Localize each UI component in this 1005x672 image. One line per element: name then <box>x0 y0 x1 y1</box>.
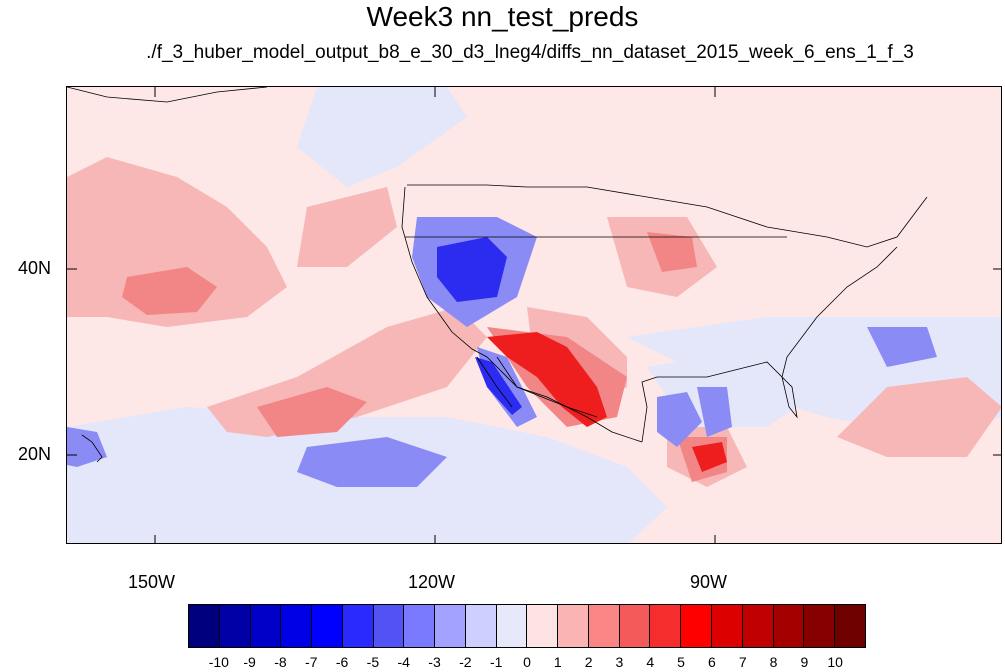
colorbar-tick-label: -1 <box>489 654 503 670</box>
colorbar-box <box>527 605 559 647</box>
colorbar-tick-label: 3 <box>615 654 624 670</box>
colorbar-box <box>435 605 466 647</box>
lat-label-40n: 40N <box>18 258 52 278</box>
colorbar-tick-label: 1 <box>553 654 562 670</box>
colorbar-tick-label: -8 <box>274 654 287 670</box>
colorbar-box <box>742 605 774 647</box>
colorbar <box>188 604 866 648</box>
map-title: Week3 nn_test_preds <box>366 1 639 32</box>
colorbar-box <box>496 605 528 647</box>
map-plot <box>66 86 1002 544</box>
map-subtitle: ./f_3_huber_model_output_b8_e_30_d3_lneg… <box>146 42 914 63</box>
colorbar-tick-label: 2 <box>584 654 593 670</box>
colorbar-box <box>619 605 651 647</box>
lat-label-20n: 20N <box>18 444 52 464</box>
colorbar-tick-label: -3 <box>428 654 441 670</box>
frame-ticks <box>67 87 1001 543</box>
colorbar-box <box>373 605 405 647</box>
colorbar-tick-label: 6 <box>708 654 716 670</box>
colorbar-tick-label: -5 <box>366 654 380 670</box>
colorbar-box <box>312 605 343 647</box>
colorbar-box <box>342 605 374 647</box>
colorbar-tick-label: 8 <box>769 654 778 670</box>
colorbar-tick-label: -10 <box>208 654 229 670</box>
lon-label-120w: 120W <box>408 572 456 592</box>
colorbar-tick-label: -7 <box>305 654 318 670</box>
colorbar-box <box>558 605 589 647</box>
colorbar-box <box>681 605 713 647</box>
colorbar-tick-label: -4 <box>397 654 410 670</box>
map-field <box>67 87 1001 543</box>
lon-label-90w: 90W <box>690 572 728 592</box>
colorbar-tick-label: 10 <box>827 654 843 670</box>
colorbar-tick-label: 7 <box>738 654 747 670</box>
colorbar-tick-label: 0 <box>523 654 531 670</box>
colorbar-tick-label: -9 <box>243 654 256 670</box>
colorbar-box <box>835 605 865 647</box>
colorbar-box <box>404 605 436 647</box>
coastlines <box>67 87 928 463</box>
colorbar-tick-label: -2 <box>459 654 472 670</box>
colorbar-tick-label: 4 <box>646 654 655 670</box>
colorbar-tick-label: 9 <box>800 654 809 670</box>
colorbar-box <box>650 605 682 647</box>
colorbar-box <box>712 605 743 647</box>
colorbar-box <box>189 605 220 647</box>
colorbar-box <box>219 605 251 647</box>
colorbar-labels: -10 -9 -8 -7 -6 -5 -4 -3 -2 -1 0 1 2 3 4 5 6 7 8 9 10 <box>188 654 866 672</box>
colorbar-tick-label: 5 <box>677 654 685 670</box>
colorbar-box <box>804 605 836 647</box>
colorbar-box <box>465 605 497 647</box>
field-strong-positive <box>487 332 727 472</box>
colorbar-box <box>773 605 805 647</box>
colorbar-box <box>281 605 313 647</box>
colorbar-box <box>250 605 282 647</box>
colorbar-box <box>588 605 620 647</box>
colorbar-tick-label: -6 <box>335 654 349 670</box>
lon-label-150w: 150W <box>128 572 176 592</box>
